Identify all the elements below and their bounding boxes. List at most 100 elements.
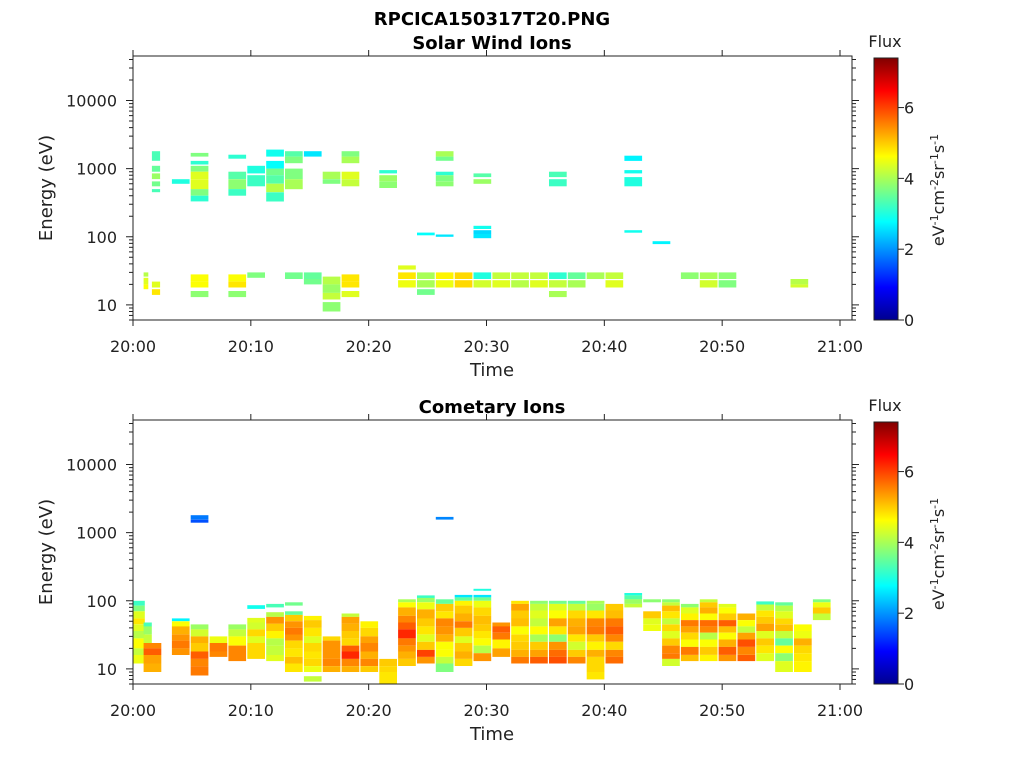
- heatmap-cell: [247, 617, 265, 623]
- heatmap-cell: [285, 602, 303, 606]
- heatmap-cell: [171, 621, 190, 627]
- heatmap-cell: [718, 626, 737, 633]
- heatmap-cell: [341, 658, 360, 666]
- heatmap-cell: [567, 626, 586, 635]
- solar-wind-title: Solar Wind Ions: [412, 33, 571, 54]
- heatmap-cell: [775, 638, 793, 646]
- heatmap-cell: [228, 179, 247, 190]
- heatmap-cell: [143, 272, 149, 277]
- heatmap-cell: [567, 272, 586, 279]
- heatmap-cell: [680, 655, 699, 662]
- heatmap-cell: [341, 291, 360, 298]
- heatmap-cell: [586, 626, 605, 635]
- heatmap-cell: [209, 651, 228, 657]
- heatmap-cell: [341, 645, 360, 652]
- heatmap-cell: [737, 639, 756, 647]
- heatmap-cell: [549, 634, 567, 642]
- heatmap-cell: [492, 648, 511, 657]
- heatmap-cell: [775, 605, 793, 612]
- heatmap-cell: [605, 603, 624, 611]
- x-tick-label: 20:10: [228, 337, 274, 356]
- colorbar-tick-label: 2: [904, 604, 914, 623]
- heatmap-cell: [171, 179, 190, 184]
- heatmap-cell: [680, 632, 699, 640]
- heatmap-cell: [228, 636, 247, 646]
- heatmap-cell: [266, 645, 284, 655]
- heatmap-cell: [322, 302, 341, 312]
- colorbar-tick-label: 6: [904, 463, 914, 482]
- y-tick-label: 10: [97, 660, 117, 679]
- cometary-y-label: Energy (eV): [36, 499, 57, 605]
- heatmap-cell: [247, 605, 265, 609]
- heatmap-cell: [228, 629, 247, 637]
- heatmap-cell: [417, 595, 435, 598]
- heatmap-cell: [285, 611, 303, 615]
- heatmap-cell: [417, 618, 435, 627]
- solar-wind-colorbar: [873, 57, 899, 321]
- heatmap-cell: [699, 632, 718, 640]
- heatmap-cell: [341, 631, 360, 639]
- heatmap-cell: [718, 646, 737, 655]
- heatmap-cell: [737, 632, 756, 640]
- heatmap-cell: [473, 225, 492, 229]
- heatmap-cell: [756, 653, 774, 662]
- heatmap-cell: [151, 173, 161, 180]
- heatmap-cell: [228, 189, 247, 196]
- heatmap-cell: [341, 281, 360, 288]
- heatmap-cell: [454, 651, 473, 659]
- heatmap-cell: [737, 655, 756, 662]
- heatmap-cell: [680, 639, 699, 647]
- heatmap-cell: [775, 661, 793, 672]
- heatmap-cell: [133, 605, 145, 612]
- heatmap-cell: [143, 284, 149, 290]
- y-tick-label: 1000: [76, 160, 117, 179]
- heatmap-cell: [303, 651, 322, 659]
- heatmap-cell: [492, 272, 511, 279]
- colorbar-tick-label: 0: [904, 675, 914, 694]
- heatmap-cell: [133, 631, 145, 639]
- heatmap-cell: [473, 594, 492, 598]
- heatmap-cell: [341, 651, 360, 659]
- heatmap-cell: [718, 603, 737, 608]
- heatmap-cell: [586, 672, 605, 680]
- heatmap-cell: [247, 165, 265, 174]
- heatmap-cell: [435, 611, 454, 619]
- heatmap-cell: [652, 241, 671, 245]
- heatmap-cell: [718, 639, 737, 647]
- heatmap-cell: [662, 605, 680, 612]
- heatmap-cell: [530, 272, 548, 279]
- y-tick-label: 10: [97, 296, 117, 315]
- heatmap-cell: [567, 649, 586, 657]
- heatmap-cell: [266, 655, 284, 662]
- heatmap-cell: [756, 623, 774, 631]
- heatmap-cell: [190, 189, 209, 196]
- heatmap-cell: [530, 656, 548, 664]
- heatmap-cell: [549, 603, 567, 611]
- heatmap-cell: [454, 605, 473, 614]
- solar-wind-colorbar-ticks: 0 2 4 6: [898, 99, 914, 330]
- heatmap-cell: [303, 666, 322, 672]
- heatmap-cell: [143, 648, 162, 655]
- heatmap-cell: [737, 646, 756, 655]
- heatmap-cell: [605, 280, 624, 288]
- heatmap-cell: [266, 623, 284, 631]
- heatmap-cell: [303, 279, 322, 285]
- heatmap-cell: [398, 265, 416, 270]
- heatmap-cell: [190, 291, 209, 298]
- heatmap-cell: [379, 658, 397, 666]
- heatmap-cell: [775, 602, 793, 606]
- heatmap-cell: [398, 280, 416, 288]
- heatmap-cell: [360, 627, 379, 637]
- solar-wind-x-label: Time: [469, 360, 514, 381]
- heatmap-cell: [511, 600, 529, 604]
- heatmap-cell: [699, 280, 718, 288]
- heatmap-cell: [473, 600, 492, 608]
- heatmap-cell: [143, 622, 152, 627]
- heatmap-cell: [473, 653, 492, 662]
- heatmap-cell: [379, 672, 397, 684]
- heatmap-cell: [737, 613, 756, 621]
- heatmap-cell: [190, 666, 209, 676]
- heatmap-cell: [586, 641, 605, 650]
- heatmap-cell: [398, 651, 416, 659]
- heatmap-cell: [454, 636, 473, 643]
